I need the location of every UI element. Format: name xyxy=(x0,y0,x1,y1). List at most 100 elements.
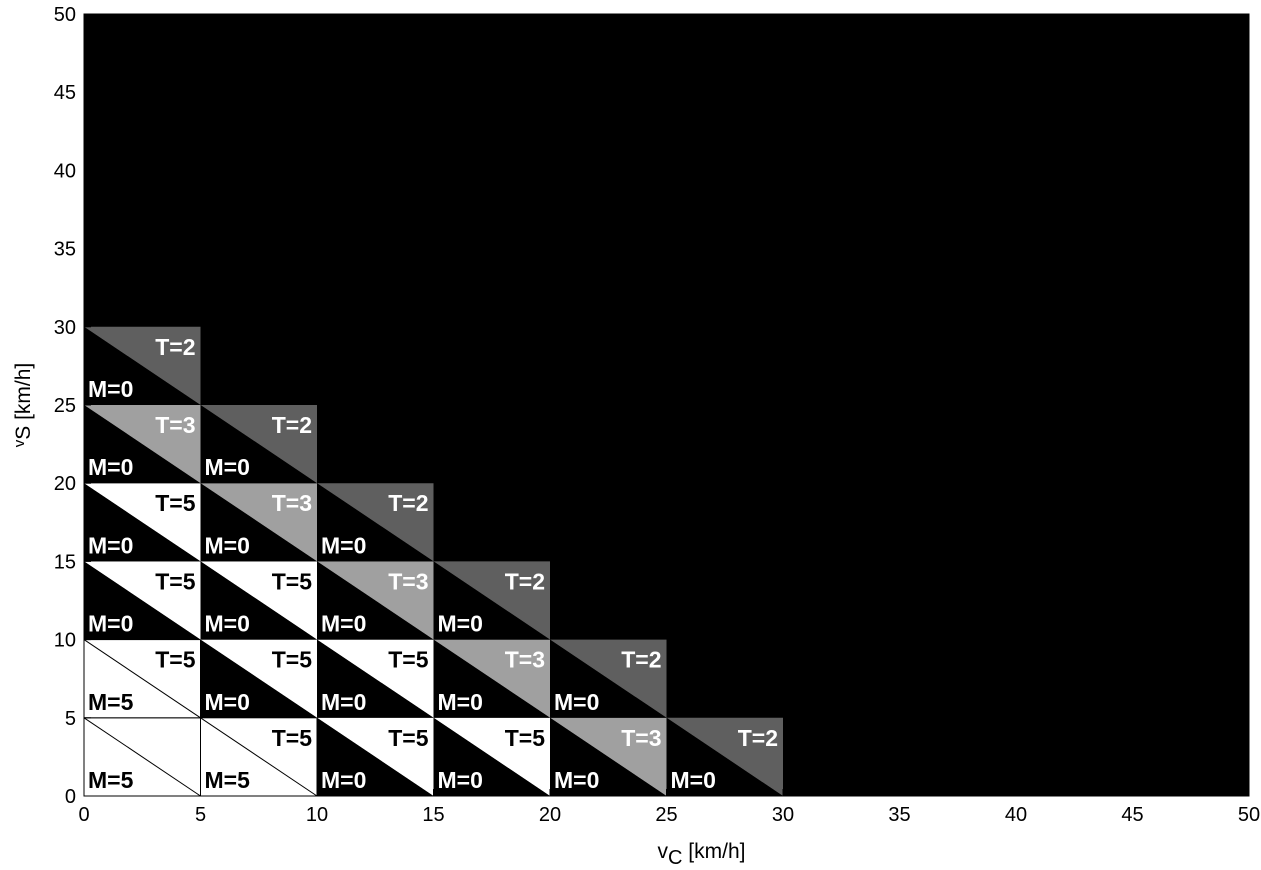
heatmap-cell: T=5 M=0 xyxy=(200,639,317,718)
cell-m-label: M=0 xyxy=(321,611,366,637)
heatmap-cell: T=5 M=0 xyxy=(317,717,434,796)
cell-m-label: M=0 xyxy=(438,767,483,793)
heatmap-cell: T=3 M=0 xyxy=(433,639,550,718)
cell-t-label: T=3 xyxy=(155,412,195,438)
cell-t-triangle xyxy=(550,639,667,718)
cell-m-label: M=5 xyxy=(88,767,134,793)
heatmap-cell: T=2 M=0 xyxy=(550,639,667,718)
cell-m-label: M=5 xyxy=(205,767,251,793)
heatmap-cell: T=5 M=0 xyxy=(317,639,434,718)
x-tick-label: 45 xyxy=(1121,804,1143,826)
cell-t-triangle xyxy=(666,717,783,796)
y-axis-label-unit: [km/h] xyxy=(12,363,35,426)
x-tick-label: 0 xyxy=(78,804,89,826)
x-tick-label: 30 xyxy=(772,804,794,826)
cell-m-triangle xyxy=(84,561,201,640)
cells-layer: M=5 T=5 M=5 T=5 M=0 T=5 M=0 T=3 M=0 T=2 M=0 T=5 M=5 T… xyxy=(83,326,783,797)
cell-t-label: T=2 xyxy=(505,568,545,594)
x-axis-label: vC [km/h] xyxy=(658,840,746,869)
cell-m-label: M=0 xyxy=(671,767,716,793)
heatmap-cell: T=2 M=0 xyxy=(433,561,550,640)
cell-m-triangle xyxy=(317,639,434,718)
heatmap-cell: T=2 M=0 xyxy=(84,326,201,405)
cell-m-label: M=0 xyxy=(438,611,483,637)
cell-t-label: T=2 xyxy=(388,490,428,516)
cell-m-label: M=0 xyxy=(88,454,133,480)
cell-t-label: T=5 xyxy=(272,568,312,594)
heatmap-cell: T=3 M=0 xyxy=(200,483,317,562)
x-tick-label: 40 xyxy=(1005,804,1027,826)
cell-diagonal xyxy=(200,717,318,797)
x-axis-label-main: v xyxy=(658,840,669,863)
cell-t-label: T=3 xyxy=(621,725,661,751)
cell-t-triangle xyxy=(200,639,317,718)
heatmap-cell: T=2 M=0 xyxy=(317,483,434,562)
cell-t-triangle xyxy=(317,483,434,562)
cell-t-label: T=5 xyxy=(388,647,428,673)
cell-t-label: T=5 xyxy=(272,647,312,673)
cell-m-triangle xyxy=(317,717,434,796)
cell-diagonal xyxy=(83,639,201,719)
heatmap-cell: T=2 M=0 xyxy=(200,405,317,484)
heatmap-cell: T=5 M=0 xyxy=(433,717,550,796)
heatmap-cell: T=3 M=0 xyxy=(550,717,667,796)
cell-t-label: T=2 xyxy=(155,334,195,360)
x-tick-label: 10 xyxy=(306,804,328,826)
cell-t-triangle xyxy=(84,483,201,562)
y-tick-label: 50 xyxy=(54,4,76,26)
cell-t-triangle xyxy=(433,639,550,718)
x-tick-label: 35 xyxy=(888,804,910,826)
cell-m-label: M=0 xyxy=(438,689,483,715)
y-tick-label: 0 xyxy=(65,786,76,808)
y-tick-label: 35 xyxy=(54,239,76,261)
cell-m-triangle xyxy=(433,717,550,796)
cell-t-label: T=3 xyxy=(388,568,428,594)
heatmap-cell: T=3 M=0 xyxy=(84,405,201,484)
cell-t-triangle xyxy=(317,717,434,796)
cell-m-triangle xyxy=(84,483,201,562)
x-axis-label-sub: C xyxy=(668,847,682,869)
cell-m-triangle xyxy=(84,326,201,405)
cell-m-triangle xyxy=(200,405,317,484)
cell-t-label: T=5 xyxy=(505,725,545,751)
heatmap-cell: T=2 M=0 xyxy=(666,717,783,796)
cell-t-label: T=5 xyxy=(272,725,312,751)
cell-t-label: T=5 xyxy=(388,725,428,751)
cell-m-label: M=0 xyxy=(321,689,366,715)
y-axis-label-sub: S xyxy=(12,426,35,440)
cell-m-triangle xyxy=(666,717,783,796)
heatmap-cell: T=5 M=5 xyxy=(200,717,318,797)
cell-m-label: M=0 xyxy=(321,532,366,558)
cell-t-label: T=2 xyxy=(738,725,778,751)
y-axis-ticks: 0 5 10 15 20 25 30 35 40 45 50 xyxy=(54,4,91,808)
cell-t-triangle xyxy=(200,483,317,562)
cell-t-label: T=5 xyxy=(155,490,195,516)
cell-m-label: M=0 xyxy=(88,611,133,637)
cell-m-triangle xyxy=(200,483,317,562)
cell-t-triangle xyxy=(317,639,434,718)
y-axis-label-main: v xyxy=(11,439,28,447)
cell-t-label: T=5 xyxy=(155,568,195,594)
cell-m-label: M=0 xyxy=(88,532,133,558)
y-tick-label: 30 xyxy=(54,317,76,339)
cell-m-triangle xyxy=(433,639,550,718)
cell-m-label: M=0 xyxy=(554,689,599,715)
y-tick-label: 15 xyxy=(54,551,76,573)
y-tick-label: 25 xyxy=(54,395,76,417)
x-axis-label-unit: [km/h] xyxy=(682,840,745,863)
heatmap-cell: T=5 M=5 xyxy=(83,639,201,719)
cell-m-triangle xyxy=(433,561,550,640)
y-tick-label: 5 xyxy=(65,708,76,730)
cell-m-label: M=0 xyxy=(205,532,250,558)
x-tick-label: 50 xyxy=(1238,804,1260,826)
y-axis-label: vS [km/h] xyxy=(11,363,35,448)
cell-m-triangle xyxy=(317,483,434,562)
y-tick-label: 20 xyxy=(54,473,76,495)
x-tick-label: 15 xyxy=(422,804,444,826)
cell-m-label: M=0 xyxy=(205,689,250,715)
heatmap-cell: T=5 M=0 xyxy=(84,483,201,562)
heatmap-cell: T=3 M=0 xyxy=(317,561,434,640)
cell-m-triangle xyxy=(550,717,667,796)
cell-m-label: M=5 xyxy=(88,689,134,715)
